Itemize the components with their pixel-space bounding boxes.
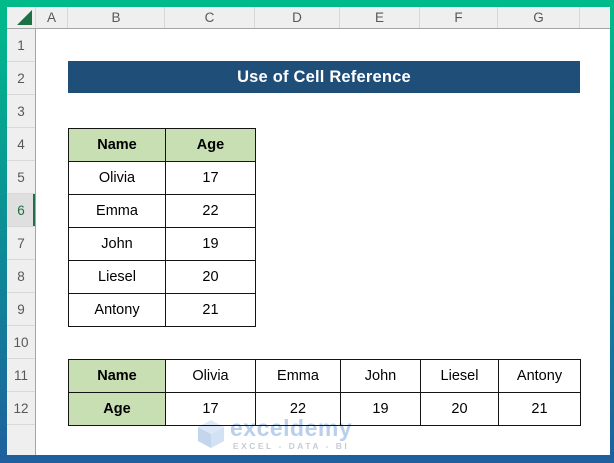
row-header-5[interactable]: 5	[7, 161, 35, 194]
cell-B4[interactable]: Name	[68, 128, 166, 162]
cell-F11[interactable]: Liesel	[420, 359, 499, 393]
column-header-c[interactable]: C	[165, 7, 255, 28]
table-row: Name Age	[68, 128, 256, 162]
cell-C11[interactable]: Olivia	[165, 359, 256, 393]
row-header-4[interactable]: 4	[7, 128, 35, 161]
cell-D11[interactable]: Emma	[255, 359, 341, 393]
cell-B11[interactable]: Name	[68, 359, 166, 393]
table-row: Name Olivia Emma John Liesel Antony	[68, 359, 581, 393]
cell-G11[interactable]: Antony	[498, 359, 581, 393]
cell-B8[interactable]: Liesel	[68, 260, 166, 294]
cell-B6[interactable]: Emma	[68, 194, 166, 228]
row-header-12[interactable]: 12	[7, 392, 35, 425]
cell-C8[interactable]: 20	[165, 260, 256, 294]
row-header-1[interactable]: 1	[7, 29, 35, 62]
column-header-f[interactable]: F	[420, 7, 498, 28]
table-row: Liesel 20	[68, 260, 256, 294]
cell-C4[interactable]: Age	[165, 128, 256, 162]
cell-C12[interactable]: 17	[165, 392, 256, 426]
column-header-partial	[580, 7, 610, 28]
column-header-a[interactable]: A	[36, 7, 68, 28]
row-header-9[interactable]: 9	[7, 293, 35, 326]
table-row: Olivia 17	[68, 161, 256, 195]
cell-F12[interactable]: 20	[420, 392, 499, 426]
row-header-2[interactable]: 2	[7, 62, 35, 95]
cell-C6[interactable]: 22	[165, 194, 256, 228]
select-all-icon	[17, 10, 32, 25]
cell-B12[interactable]: Age	[68, 392, 166, 426]
row-header-partial	[7, 425, 35, 455]
column-header-strip: A B C D E F G	[7, 7, 610, 29]
cell-D12[interactable]: 22	[255, 392, 341, 426]
table-row: Antony 21	[68, 293, 256, 327]
row-header-10[interactable]: 10	[7, 326, 35, 359]
names-ages-table: Name Age Olivia 17 Emma 22 John 19 Liese…	[68, 128, 256, 327]
column-header-e[interactable]: E	[340, 7, 420, 28]
cell-B5[interactable]: Olivia	[68, 161, 166, 195]
select-all-button[interactable]	[7, 7, 36, 28]
cell-G12[interactable]: 21	[498, 392, 581, 426]
column-header-d[interactable]: D	[255, 7, 340, 28]
cell-C5[interactable]: 17	[165, 161, 256, 195]
table-row: Age 17 22 19 20 21	[68, 392, 581, 426]
row-header-7[interactable]: 7	[7, 227, 35, 260]
row-header-3[interactable]: 3	[7, 95, 35, 128]
row-header-8[interactable]: 8	[7, 260, 35, 293]
row-header-6-active[interactable]: 6	[7, 194, 35, 227]
row-header-11[interactable]: 11	[7, 359, 35, 392]
title-banner[interactable]: Use of Cell Reference	[68, 61, 580, 93]
row-header-strip: 1 2 3 4 5 6 7 8 9 10 11 12	[7, 29, 36, 455]
cell-C9[interactable]: 21	[165, 293, 256, 327]
column-header-b[interactable]: B	[68, 7, 165, 28]
watermark-tagline: EXCEL - DATA - BI	[232, 441, 350, 451]
column-header-g[interactable]: G	[498, 7, 580, 28]
spreadsheet: A B C D E F G 1 2 3 4 5 6 7 8 9 10 11 12	[7, 7, 610, 455]
cell-C7[interactable]: 19	[165, 227, 256, 261]
cell-B7[interactable]: John	[68, 227, 166, 261]
table-row: John 19	[68, 227, 256, 261]
cell-B9[interactable]: Antony	[68, 293, 166, 327]
transposed-table: Name Olivia Emma John Liesel Antony Age …	[68, 359, 581, 426]
table-row: Emma 22	[68, 194, 256, 228]
cell-E12[interactable]: 19	[340, 392, 421, 426]
cell-E11[interactable]: John	[340, 359, 421, 393]
